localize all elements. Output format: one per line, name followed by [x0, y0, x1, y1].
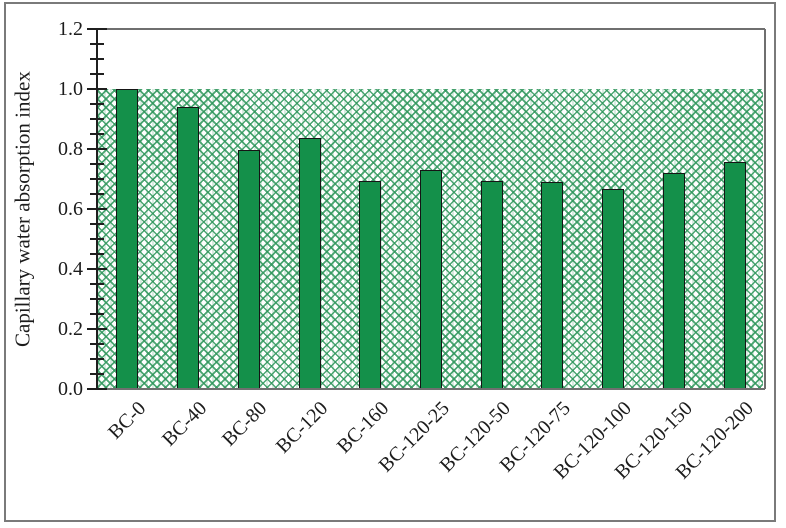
y-minor-tick [90, 358, 104, 360]
y-minor-tick [90, 193, 104, 195]
y-tick-label: 0.8 [58, 138, 83, 160]
bar-BC-120-25 [420, 170, 442, 389]
y-minor-tick [90, 163, 104, 165]
bar-BC-40 [177, 107, 199, 389]
y-major-tick [87, 328, 107, 330]
x-axis-line [91, 388, 765, 390]
y-minor-tick [90, 373, 104, 375]
y-major-tick [87, 268, 107, 270]
plot-border-right [764, 29, 766, 389]
plot-border-top [97, 28, 765, 30]
y-minor-tick [90, 313, 104, 315]
y-major-tick [87, 28, 107, 30]
y-minor-tick [90, 178, 104, 180]
y-minor-tick [90, 253, 104, 255]
bar-BC-120-50 [481, 181, 503, 389]
y-minor-tick [90, 238, 104, 240]
y-minor-tick [90, 343, 104, 345]
y-tick-label: 1.0 [58, 78, 83, 100]
plot-area [87, 28, 766, 390]
bar-BC-120-100 [602, 189, 624, 389]
y-minor-tick [90, 223, 104, 225]
figure-frame [4, 2, 776, 522]
y-tick-label: 1.2 [58, 18, 83, 40]
bar-BC-120 [299, 138, 321, 389]
bar-BC-120-150 [663, 173, 685, 389]
y-major-tick [87, 88, 107, 90]
y-tick-label: 0.6 [58, 198, 83, 220]
y-minor-tick [90, 133, 104, 135]
y-minor-tick [90, 283, 104, 285]
y-minor-tick [90, 118, 104, 120]
y-minor-tick [90, 58, 104, 60]
y-major-tick [87, 208, 107, 210]
y-tick-label: 0.0 [58, 378, 83, 400]
bar-BC-120-75 [541, 182, 563, 389]
bar-BC-80 [238, 150, 260, 389]
y-minor-tick [90, 73, 104, 75]
bar-BC-0 [116, 89, 138, 389]
y-major-tick [87, 388, 107, 390]
y-major-tick [87, 148, 107, 150]
y-minor-tick [90, 43, 104, 45]
y-tick-label: 0.4 [58, 258, 83, 280]
bar-BC-120-200 [724, 162, 746, 389]
bar-BC-160 [359, 181, 381, 389]
y-tick-label: 0.2 [58, 318, 83, 340]
y-minor-tick [90, 298, 104, 300]
y-minor-tick [90, 103, 104, 105]
